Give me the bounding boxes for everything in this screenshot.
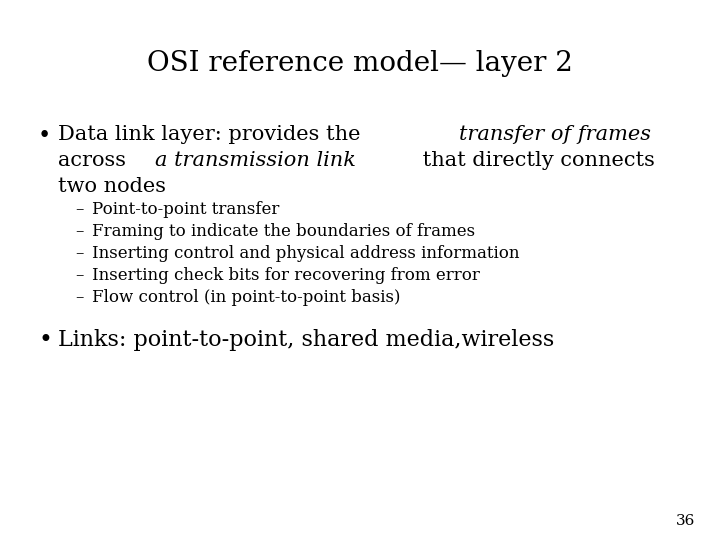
Text: Data link layer: provides the: Data link layer: provides the [58, 125, 367, 144]
Text: two nodes: two nodes [58, 177, 166, 196]
Text: –: – [75, 245, 84, 262]
Text: 36: 36 [675, 514, 695, 528]
Text: across: across [58, 151, 132, 170]
Text: –: – [75, 267, 84, 284]
Text: –: – [75, 289, 84, 306]
Text: transfer of frames: transfer of frames [459, 125, 652, 144]
Text: that directly connects: that directly connects [415, 151, 654, 170]
Text: OSI reference model— layer 2: OSI reference model— layer 2 [147, 50, 573, 77]
Text: Inserting check bits for recovering from error: Inserting check bits for recovering from… [92, 267, 480, 284]
Text: •: • [38, 125, 51, 147]
Text: •: • [38, 329, 52, 352]
Text: –: – [75, 201, 84, 218]
Text: Inserting control and physical address information: Inserting control and physical address i… [92, 245, 520, 262]
Text: Point-to-point transfer: Point-to-point transfer [92, 201, 279, 218]
Text: Links: point-to-point, shared media,wireless: Links: point-to-point, shared media,wire… [58, 329, 554, 351]
Text: a transmission link: a transmission link [155, 151, 356, 170]
Text: Flow control (in point-to-point basis): Flow control (in point-to-point basis) [92, 289, 400, 306]
Text: Framing to indicate the boundaries of frames: Framing to indicate the boundaries of fr… [92, 223, 475, 240]
Text: –: – [75, 223, 84, 240]
